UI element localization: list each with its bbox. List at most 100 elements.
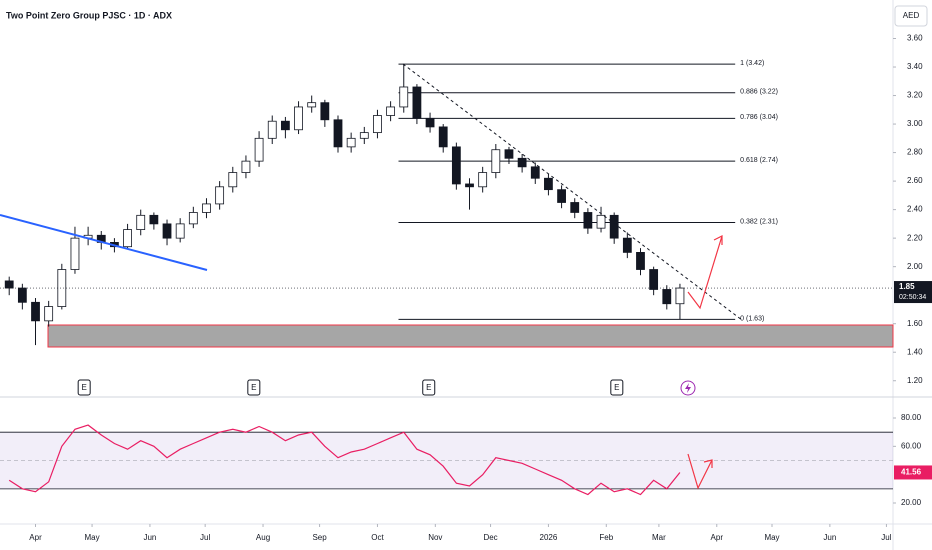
- candle-body: [570, 202, 580, 213]
- candle-body: [675, 287, 685, 305]
- rsi-value-label: 41.56: [901, 468, 922, 477]
- candle-body: [399, 86, 409, 108]
- candle-body: [31, 301, 40, 322]
- x-tick-label: Mar: [652, 533, 666, 542]
- candle-body: [609, 214, 619, 239]
- y-tick-label: 3.00: [907, 119, 923, 128]
- candle-body: [294, 106, 303, 131]
- x-tick-label: Jul: [200, 533, 210, 542]
- candle-body: [44, 306, 54, 322]
- earnings-marker[interactable]: [247, 379, 261, 396]
- y-tick-label: 2.40: [907, 205, 923, 214]
- candle-body: [149, 214, 159, 225]
- rsi-arrow-path: [687, 453, 713, 490]
- rsi-arrow-head: [703, 459, 713, 468]
- countdown: 02:50:34: [899, 294, 926, 301]
- candle-body: [425, 117, 435, 128]
- candle-body: [373, 115, 382, 134]
- rsi-tick-label: 80.00: [901, 413, 922, 422]
- candle-body: [451, 146, 461, 185]
- support-zone: [47, 324, 894, 348]
- candle-body: [622, 237, 632, 253]
- candle-body: [307, 102, 317, 108]
- fib-label: 0.786 (3.04): [740, 114, 778, 121]
- candle-body: [202, 203, 211, 213]
- rsi-tick-label: 20.00: [901, 498, 922, 507]
- candle-body: [17, 287, 27, 303]
- candle-body: [57, 269, 67, 307]
- price-label: 1.85: [899, 282, 915, 291]
- candle-body: [162, 223, 172, 239]
- lightning: [685, 383, 691, 393]
- x-tick-label: Jun: [143, 533, 156, 542]
- y-tick-label: 3.60: [907, 34, 923, 43]
- earnings-label: E: [251, 383, 256, 392]
- fib-label: 0.886 (3.22): [740, 89, 778, 96]
- candle-body: [346, 137, 356, 148]
- fib-label: 0.382 (2.31): [740, 218, 778, 225]
- candle-body: [267, 120, 277, 139]
- y-tick-label: 2.80: [907, 148, 923, 157]
- candle-body: [241, 160, 251, 173]
- candle-body: [465, 183, 474, 188]
- earnings-label: E: [426, 383, 431, 392]
- earnings-marker[interactable]: [610, 379, 624, 396]
- candle-body: [504, 149, 514, 159]
- x-tick-label: May: [84, 533, 99, 542]
- candle-body: [530, 166, 540, 179]
- candle-body: [517, 157, 527, 168]
- arrow-head: [713, 235, 723, 245]
- x-tick-label: Jun: [823, 533, 836, 542]
- arrow-path: [687, 235, 723, 310]
- currency-box[interactable]: [894, 5, 928, 27]
- earnings-label: E: [614, 383, 619, 392]
- y-tick-label: 2.20: [907, 233, 923, 242]
- dashed-trend: [402, 63, 743, 321]
- y-tick-label: 2.60: [907, 176, 923, 185]
- x-tick-label: Aug: [256, 533, 270, 542]
- candle-body: [557, 189, 566, 203]
- candle-body: [386, 106, 396, 116]
- candle-body: [491, 149, 501, 173]
- y-tick-label: 3.20: [907, 91, 923, 100]
- earnings-marker[interactable]: [77, 379, 91, 396]
- candle-body: [215, 186, 225, 205]
- fib-label: 0 (1.63): [740, 315, 764, 322]
- rsi-tick-label: 60.00: [901, 441, 922, 450]
- candle-body: [649, 269, 659, 290]
- candle-body: [583, 212, 593, 229]
- x-tick-label: Nov: [428, 533, 442, 542]
- x-tick-label: Oct: [371, 533, 384, 542]
- y-tick-label: 3.40: [907, 62, 923, 71]
- candle-body: [228, 172, 238, 188]
- x-tick-label: Apr: [29, 533, 42, 542]
- x-tick-label: May: [764, 533, 779, 542]
- x-tick-label: Dec: [483, 533, 497, 542]
- candle-body: [359, 132, 369, 139]
- candle-body: [636, 252, 645, 270]
- candle-body: [136, 214, 146, 230]
- candle-body: [662, 289, 672, 305]
- candle-body: [596, 214, 606, 229]
- x-tick-label: Feb: [599, 533, 613, 542]
- chart-title: Two Point Zero Group PJSC · 1D · ADX: [6, 10, 172, 20]
- candle-body: [70, 237, 80, 270]
- candle-body: [188, 212, 198, 225]
- candle-body: [438, 126, 448, 148]
- price-box: [894, 281, 932, 304]
- currency: AED: [903, 11, 920, 20]
- fib-label: 0.618 (2.74): [740, 157, 778, 164]
- y-tick-label: 1.40: [907, 347, 923, 356]
- y-tick-label: 1.60: [907, 319, 923, 328]
- trend-line: [0, 214, 208, 271]
- candle-body: [4, 280, 14, 289]
- candle-body: [280, 120, 290, 131]
- fib-label: 1 (3.42): [740, 60, 764, 67]
- earnings-marker[interactable]: [422, 379, 436, 396]
- candle-body: [254, 137, 264, 162]
- candle-body: [412, 86, 422, 119]
- candle-body: [123, 229, 132, 248]
- y-tick-label: 1.20: [907, 376, 923, 385]
